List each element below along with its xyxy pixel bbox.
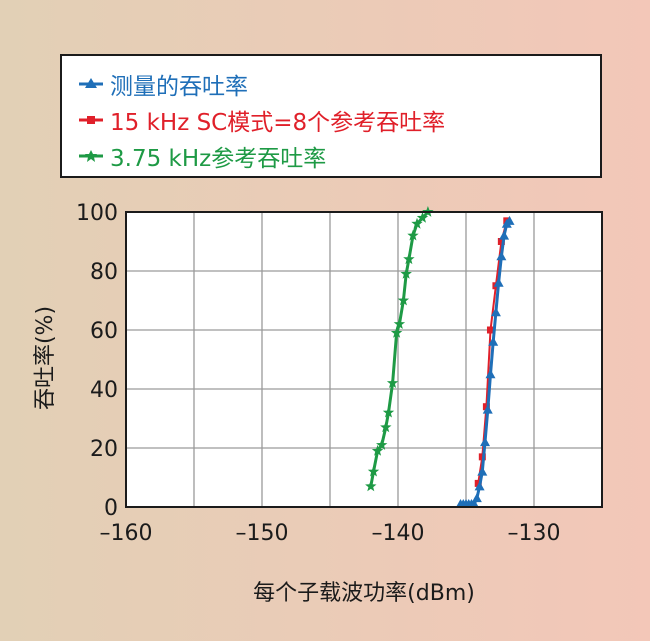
grid-layer [126,212,602,507]
legend-swatch-15khz [79,116,103,124]
series-layer [365,206,515,509]
chart-legend: 测量的吞吐率 15 kHz SC模式=8个参考吞吐率 3.75 kHz参考吞吐率 [60,54,602,178]
data-point [371,444,384,456]
legend-item-measured: 测量的吞吐率 [78,66,600,102]
data-point [411,217,423,229]
data-point [474,481,485,491]
data-point [367,465,380,477]
data-point [382,406,395,418]
data-point [397,294,410,306]
legend-item-15khz: 15 kHz SC模式=8个参考吞吐率 [78,102,600,138]
data-point [365,480,377,492]
y-tick-label: 80 [90,260,118,285]
legend-swatch-375khz [79,150,103,162]
data-point [400,267,412,279]
y-tick-label: 60 [90,319,118,344]
x-axis-title: 每个子载波功率(dBm) [253,581,475,606]
legend-label-375khz: 3.75 kHz参考吞吐率 [110,146,327,172]
x-tick-label: –140 [372,521,425,546]
y-tick-label: 40 [90,378,118,403]
y-tick-label: 100 [76,201,118,226]
data-point [485,369,496,379]
data-point [493,277,504,287]
tick-layer: –160 –150 –140 –130 0 20 40 60 80 100 [76,201,561,546]
data-point [390,327,403,338]
data-point [386,377,399,388]
data-point [499,230,510,240]
legend-label-measured: 测量的吞吐率 [110,74,248,100]
data-point [486,326,494,334]
data-point [471,493,482,503]
data-point [380,421,392,433]
data-point [496,251,507,261]
y-tick-label: 0 [104,496,118,521]
plot-background [126,212,602,507]
legend-swatch-measured [79,78,103,88]
data-point [482,403,490,411]
data-point [480,437,491,447]
legend-label-15khz: 15 kHz SC模式=8个参考吞吐率 [110,110,446,136]
data-point [403,253,415,265]
data-point [482,404,493,414]
data-point [407,229,419,241]
data-point [416,211,429,223]
y-tick-label: 20 [90,437,118,462]
x-tick-label: –150 [236,521,289,546]
legend-item-375khz: 3.75 kHz参考吞吐率 [78,138,600,174]
plot-frame [125,211,603,508]
series-0 [455,215,515,509]
data-point [504,215,515,225]
data-point [477,466,488,476]
y-axis-title: 吞吐率(%) [33,306,58,410]
data-point [488,336,499,346]
data-point [469,499,480,509]
data-point [376,439,388,450]
data-point [393,318,406,329]
x-tick-label: –160 [100,521,153,546]
data-point [497,238,505,245]
x-tick-label: –130 [508,521,561,546]
data-point [474,479,482,487]
data-point [490,307,501,317]
